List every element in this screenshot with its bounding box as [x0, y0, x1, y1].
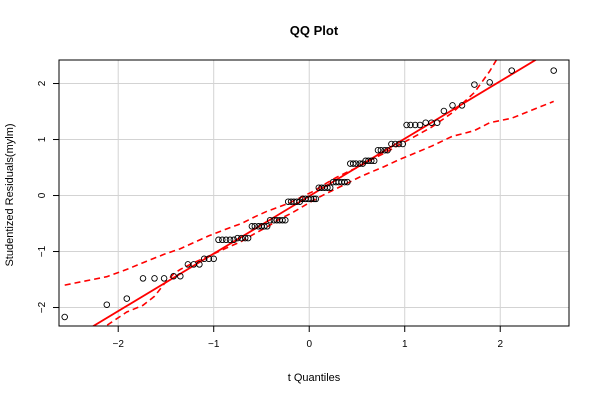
upper-envelope-line: [64, 60, 498, 286]
x-tick-label: 0: [306, 339, 312, 350]
x-tick-label: −1: [208, 339, 220, 350]
data-point: [219, 236, 226, 244]
data-point: [293, 198, 301, 205]
data-point: [356, 160, 364, 167]
data-point: [244, 234, 252, 242]
data-point: [374, 146, 382, 154]
data-point: [310, 195, 318, 203]
y-tick-label: 2: [37, 80, 48, 86]
qq-reference-line: [91, 60, 538, 326]
data-point: [196, 261, 203, 268]
data-point: [391, 140, 399, 148]
data-point: [384, 146, 391, 154]
data-point: [261, 223, 268, 230]
data-point: [395, 140, 403, 148]
data-point: [266, 216, 274, 224]
data-point: [151, 275, 158, 282]
data-point: [222, 236, 230, 244]
data-point: [210, 255, 217, 263]
data-point: [200, 255, 208, 263]
data-point: [377, 146, 385, 154]
data-point: [422, 119, 429, 126]
data-point: [349, 160, 357, 167]
data-point: [341, 178, 348, 186]
data-point: [238, 234, 245, 242]
y-tick-label: 0: [37, 192, 48, 198]
data-point: [508, 67, 515, 74]
data-point: [139, 275, 147, 282]
data-point: [279, 216, 286, 224]
data-point: [160, 275, 168, 282]
data-point: [215, 236, 222, 244]
data-point: [241, 234, 249, 242]
grid: [59, 60, 569, 326]
data-point: [312, 195, 320, 203]
y-axis-label: Studentized Residuals(mylm): [4, 123, 16, 266]
data-point: [370, 157, 378, 165]
data-point: [326, 184, 334, 191]
plot-frame: [58, 59, 570, 327]
data-point: [344, 178, 351, 186]
lower-envelope-line: [104, 100, 554, 326]
data-point: [433, 119, 441, 126]
data-point: [381, 146, 388, 154]
data-point: [123, 295, 131, 302]
data-point: [550, 67, 557, 74]
data-point: [324, 184, 331, 191]
data-point: [486, 79, 493, 86]
data-point: [368, 157, 375, 165]
data-point: [61, 313, 68, 321]
data-point: [226, 236, 234, 244]
data-point: [388, 140, 395, 148]
data-point: [352, 160, 360, 167]
data-point: [399, 140, 407, 148]
data-point: [458, 102, 466, 109]
data-point: [263, 223, 271, 230]
y-tick-label: −1: [37, 245, 48, 257]
data-points: [61, 67, 557, 321]
data-point: [251, 223, 259, 230]
axes: −2 −1 0 1 2 −2 −1 0 1 2: [37, 80, 503, 350]
x-axis-label: t Quantiles: [288, 372, 341, 384]
data-point: [411, 121, 419, 129]
data-point: [403, 121, 410, 129]
data-point: [449, 102, 456, 109]
data-point: [282, 216, 289, 224]
data-point: [248, 223, 256, 230]
data-point: [103, 301, 111, 308]
data-point: [471, 81, 478, 88]
data-point: [177, 272, 184, 280]
x-tick-label: 1: [402, 339, 408, 350]
data-point: [440, 107, 448, 115]
data-point: [416, 121, 424, 129]
data-point: [205, 255, 213, 263]
y-tick-label: 1: [37, 136, 48, 142]
data-point: [230, 236, 238, 244]
reference-line: [91, 60, 538, 326]
x-tick-label: 2: [497, 339, 503, 350]
data-point: [170, 272, 177, 280]
x-tick-label: −2: [113, 339, 125, 350]
data-point: [307, 195, 315, 203]
chart-title: QQ Plot: [290, 23, 339, 38]
data-point: [407, 121, 414, 129]
y-tick-label: −2: [37, 301, 48, 313]
data-point: [234, 234, 241, 242]
